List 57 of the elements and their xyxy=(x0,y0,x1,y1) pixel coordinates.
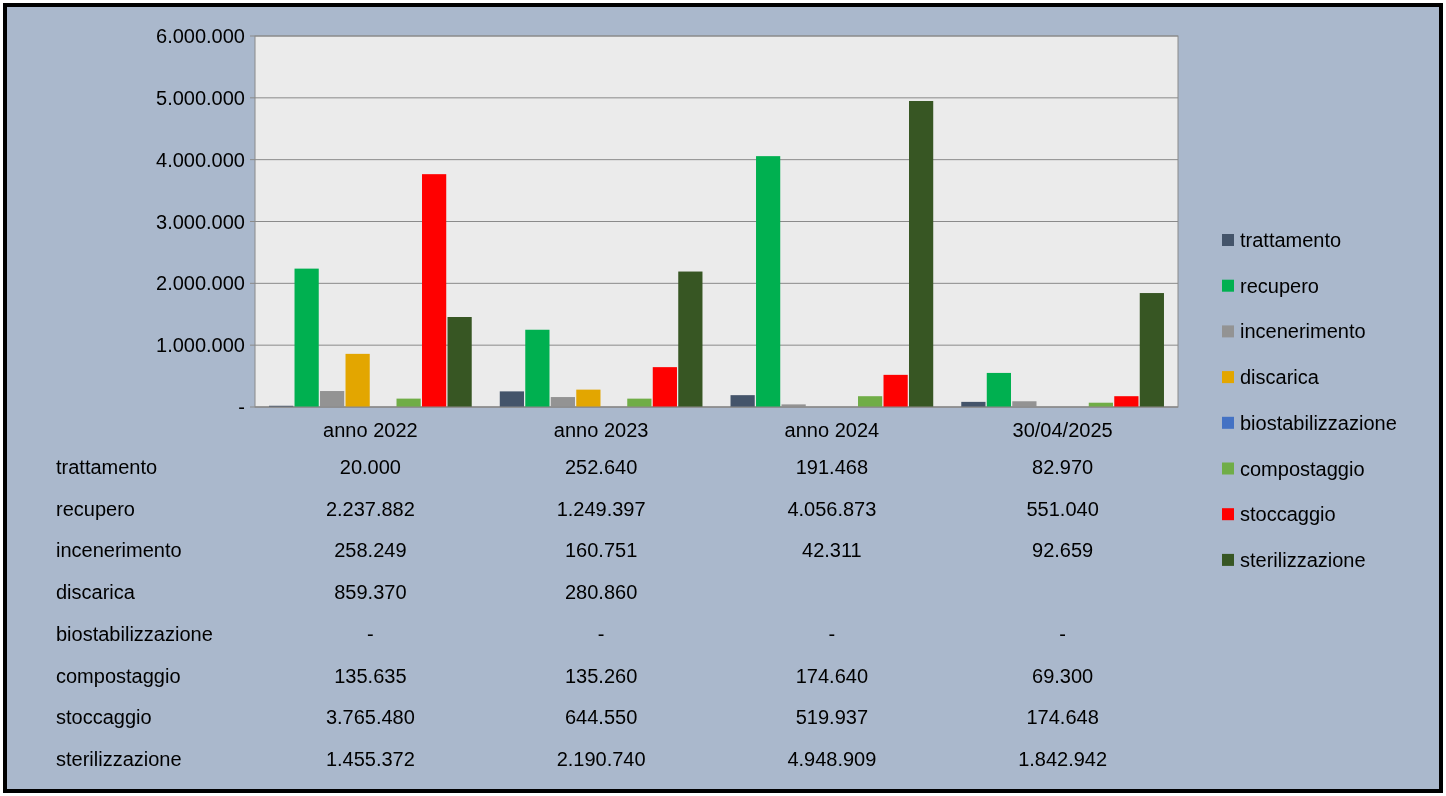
legend-label: sterilizzazione xyxy=(1240,548,1366,571)
x-tick-label: 30/04/2025 xyxy=(1012,419,1113,441)
legend-label: biostabilizzazione xyxy=(1240,411,1397,434)
data-label: 4.056.873 xyxy=(787,497,877,520)
data-label: 69.300 xyxy=(1032,664,1094,687)
data-label: 1.249.397 xyxy=(556,497,646,520)
data-label: 551.040 xyxy=(1026,497,1099,520)
legend-label: incenerimento xyxy=(1240,320,1366,343)
data-label: - xyxy=(367,622,374,645)
data-label: 280.860 xyxy=(564,581,638,604)
text: recupero xyxy=(56,497,135,520)
data-label: 519.937 xyxy=(795,706,869,729)
data-label: 174.648 xyxy=(1026,706,1099,729)
data-label: 20.000 xyxy=(339,456,401,478)
data-label: 1.455.372 xyxy=(325,747,415,770)
legend-label: stoccaggio xyxy=(1240,503,1336,526)
y-tick-label: - xyxy=(238,396,245,418)
data-label: 1.842.942 xyxy=(1018,747,1108,770)
text: incenerimento xyxy=(56,539,182,562)
data-label: 174.640 xyxy=(795,664,869,687)
legend-label: discarica xyxy=(1240,366,1320,389)
text: compostaggio xyxy=(56,664,181,687)
y-tick-label: 4.000.000 xyxy=(156,148,245,171)
data-label: 92.659 xyxy=(1032,539,1094,562)
text: sterilizzazione xyxy=(56,747,182,770)
y-tick-label: 2.000.000 xyxy=(156,272,245,295)
x-tick-label: anno 2023 xyxy=(553,419,649,441)
text: biostabilizzazione xyxy=(56,622,213,645)
data-label: - xyxy=(828,622,836,645)
y-tick-label: 5.000.000 xyxy=(156,86,245,109)
y-tick-label: 6.000.000 xyxy=(156,25,245,47)
data-label: - xyxy=(1059,622,1066,645)
text: trattamento xyxy=(56,456,158,478)
data-label: 3.765.480 xyxy=(325,706,415,729)
data-label: 4.948.909 xyxy=(787,747,877,770)
x-tick-label: anno 2024 xyxy=(784,419,880,441)
data-label: 135.635 xyxy=(334,664,407,687)
y-tick-label: 1.000.000 xyxy=(156,334,245,357)
legend-label: compostaggio xyxy=(1240,457,1365,480)
data-label: 252.640 xyxy=(564,456,638,478)
x-tick-label: anno 2022 xyxy=(323,419,418,441)
y-tick-label: 3.000.000 xyxy=(156,210,245,233)
data-label: - xyxy=(597,622,605,645)
data-label: 135.260 xyxy=(564,664,638,687)
text: discarica xyxy=(56,581,135,604)
data-label: 859.370 xyxy=(334,581,407,604)
data-label: 42.311 xyxy=(802,539,862,562)
data-label: 644.550 xyxy=(564,706,638,729)
data-label: 2.190.740 xyxy=(556,747,646,770)
data-label: 160.751 xyxy=(564,539,638,562)
data-label: 2.237.882 xyxy=(325,497,415,520)
text: stoccaggio xyxy=(56,706,152,729)
legend-label: trattamento xyxy=(1240,229,1342,251)
legend-label: recupero xyxy=(1240,274,1319,297)
data-label: 191.468 xyxy=(795,456,869,478)
data-label: 258.249 xyxy=(334,539,407,562)
data-label: 82.970 xyxy=(1032,456,1094,478)
